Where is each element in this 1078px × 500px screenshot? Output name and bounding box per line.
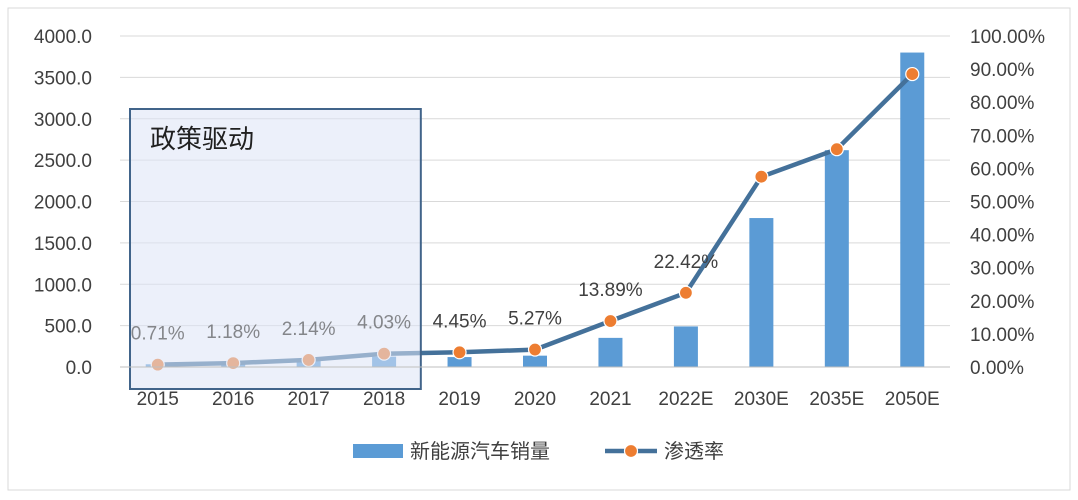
- line-point: [603, 313, 618, 329]
- right-axis-tick-label: 100.00%: [970, 27, 1045, 48]
- right-axis-tick-label: 90.00%: [970, 60, 1035, 81]
- bar: [824, 150, 849, 367]
- line-point: [527, 342, 543, 357]
- right-axis-tick-label: 20.00%: [970, 292, 1035, 313]
- right-axis-tick-label: 10.00%: [970, 325, 1035, 346]
- policy-driven-box: [129, 108, 422, 390]
- right-axis-tick-label: 80.00%: [970, 93, 1035, 114]
- x-axis-tick-label: 2018: [363, 389, 405, 410]
- left-axis-tick-label: 2500.0: [34, 151, 92, 172]
- left-axis-tick-label: 1000.0: [34, 275, 92, 296]
- legend-swatch-marker: [623, 443, 639, 459]
- x-axis-tick-label: 2019: [438, 389, 480, 410]
- bar: [523, 355, 547, 367]
- x-axis-tick-label: 2015: [137, 389, 179, 410]
- annotation-overlay: 政策驱动: [129, 108, 422, 390]
- left-axis-tick-label: 0.0: [66, 358, 92, 379]
- axes: 0.0 500.0 1000.0 1500.0 2000.0 2500.0 3000.0 35…: [34, 27, 1045, 410]
- bar: [673, 326, 698, 367]
- data-label: 5.27%: [508, 309, 562, 330]
- right-axis-tick-label: 60.00%: [970, 159, 1035, 180]
- legend-label-sales: 新能源汽车销量: [410, 440, 550, 463]
- data-label: 13.89%: [578, 280, 643, 301]
- data-label: 0.71%: [131, 324, 185, 345]
- bar: [900, 52, 925, 368]
- legend: 新能源汽车销量 渗透率: [353, 440, 724, 463]
- x-axis-tick-label: 2022E: [658, 389, 713, 410]
- right-axis-tick-label: 70.00%: [970, 126, 1035, 147]
- x-axis-tick-label: 2016: [212, 389, 254, 410]
- data-label: 4.45%: [433, 311, 487, 332]
- x-axis-tick-label: 2017: [287, 389, 329, 410]
- right-axis-tick-label: 40.00%: [970, 226, 1035, 247]
- left-axis-tick-label: 500.0: [44, 317, 92, 338]
- left-axis-tick-label: 1500.0: [34, 234, 92, 255]
- legend-label-penetration: 渗透率: [664, 440, 724, 463]
- line-point: [754, 169, 769, 184]
- left-axis-tick-label: 3000.0: [34, 110, 92, 131]
- x-axis-tick-label: 2020: [514, 389, 556, 410]
- bar: [749, 218, 774, 367]
- x-axis-tick-label: 2030E: [734, 389, 789, 410]
- right-axis-tick-label: 50.00%: [970, 193, 1035, 214]
- data-label: 22.42%: [654, 252, 719, 273]
- legend-swatch-sales: [353, 444, 403, 458]
- data-label: 1.18%: [206, 322, 260, 343]
- line-point: [678, 285, 694, 300]
- data-label: 4.03%: [357, 313, 411, 334]
- x-axis-tick-label: 2021: [589, 389, 631, 410]
- data-label: 2.14%: [282, 319, 336, 340]
- left-axis-tick-label: 3500.0: [34, 68, 92, 89]
- x-axis-tick-label: 2035E: [809, 389, 864, 410]
- bar: [598, 337, 623, 367]
- right-axis-tick-label: 30.00%: [970, 259, 1035, 280]
- line-point: [905, 66, 920, 82]
- left-axis-tick-label: 4000.0: [34, 27, 92, 48]
- line-point: [452, 345, 467, 360]
- x-axis-tick-label: 2050E: [885, 389, 940, 410]
- right-axis-tick-label: 0.00%: [970, 358, 1024, 379]
- left-axis-tick-label: 2000.0: [34, 193, 92, 214]
- policy-driven-label: 政策驱动: [150, 125, 254, 155]
- bar: [447, 357, 472, 367]
- line-point: [829, 142, 844, 157]
- data-labels: 0.71% 1.18% 2.14% 4.03% 4.45% 5.27% 13.89% 22.4…: [131, 252, 718, 345]
